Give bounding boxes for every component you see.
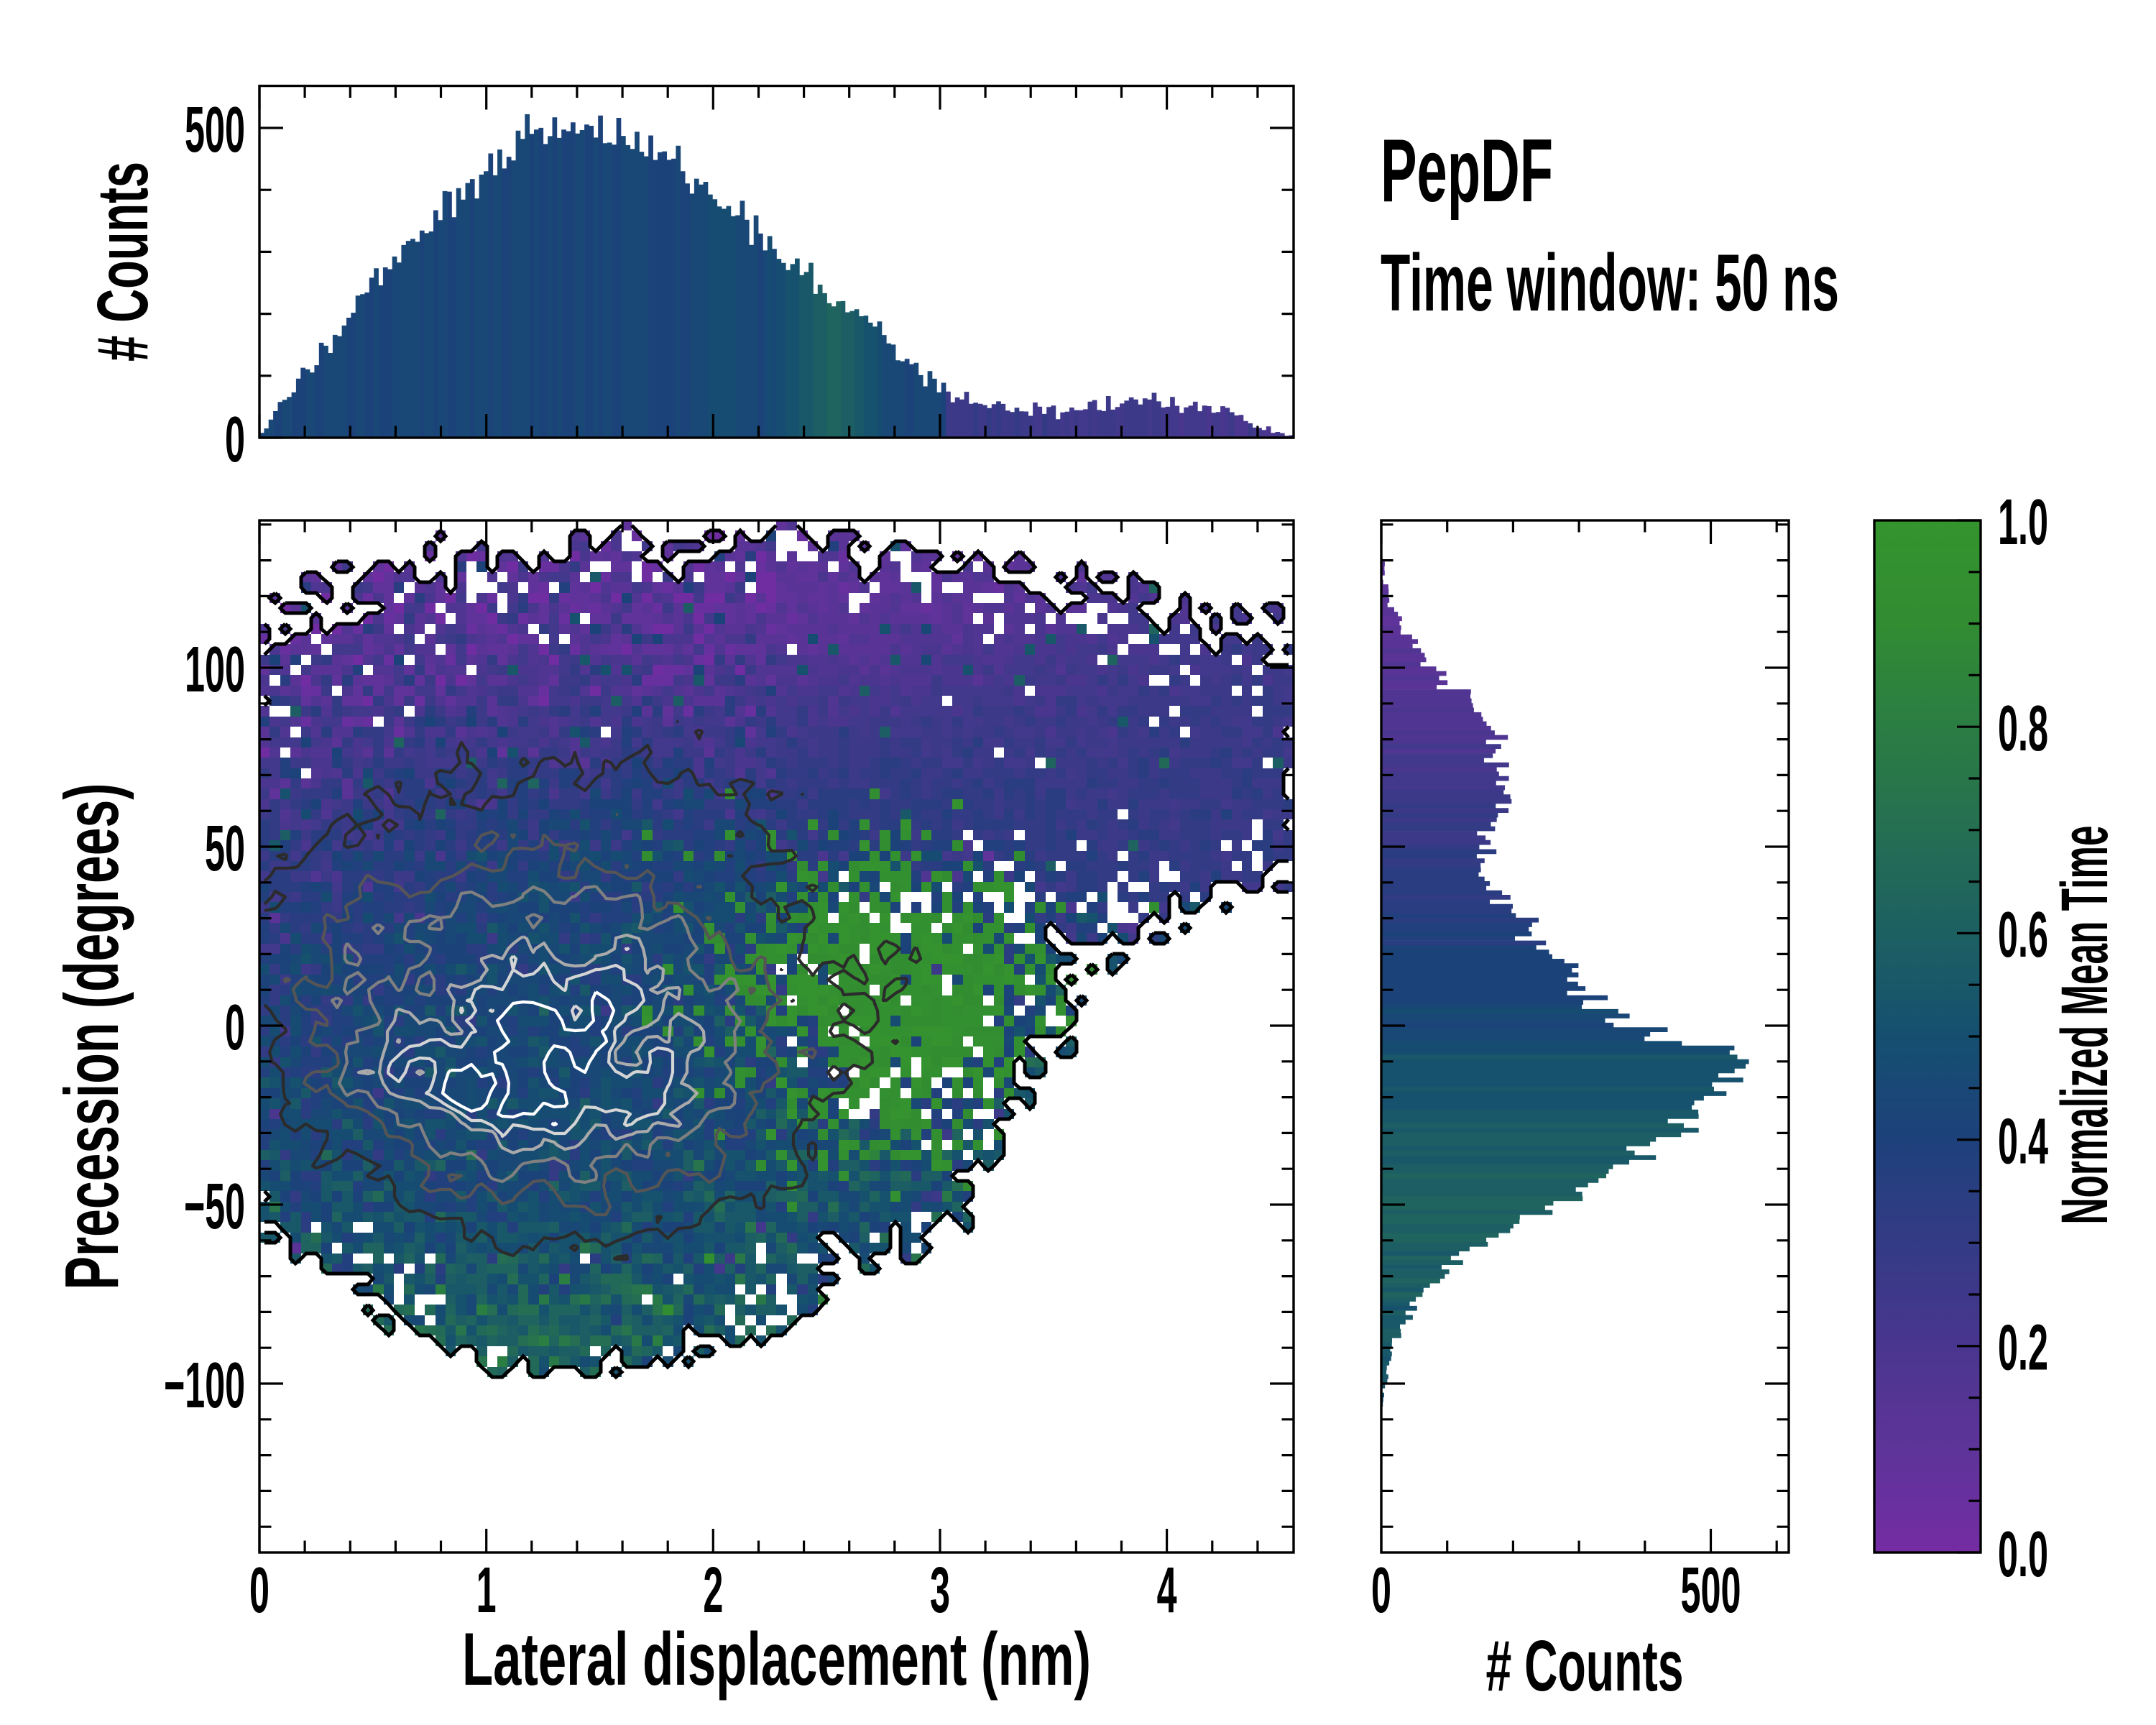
svg-text:0: 0 xyxy=(225,404,245,476)
svg-text:Time window: 50 ns: Time window: 50 ns xyxy=(1381,238,1839,328)
svg-text:50: 50 xyxy=(205,813,245,885)
svg-text:100: 100 xyxy=(185,634,245,706)
svg-text:0.6: 0.6 xyxy=(1998,899,2048,971)
svg-text:Lateral displacement (nm): Lateral displacement (nm) xyxy=(462,1618,1091,1701)
svg-text:# Counts: # Counts xyxy=(83,162,163,362)
svg-text:500: 500 xyxy=(185,94,245,166)
svg-text:0: 0 xyxy=(1371,1555,1391,1627)
svg-text:# Counts: # Counts xyxy=(1486,1626,1684,1706)
svg-text:4: 4 xyxy=(1157,1555,1177,1627)
svg-text:Normalized Mean Time: Normalized Mean Time xyxy=(2048,826,2122,1225)
svg-text:0.2: 0.2 xyxy=(1998,1312,2048,1384)
svg-text:PepDF: PepDF xyxy=(1381,121,1553,221)
svg-text:−50: −50 xyxy=(184,1171,245,1243)
svg-text:0.8: 0.8 xyxy=(1998,693,2048,765)
svg-text:500: 500 xyxy=(1681,1555,1741,1627)
svg-text:0.0: 0.0 xyxy=(1998,1519,2048,1591)
svg-text:1: 1 xyxy=(476,1555,497,1627)
svg-text:0: 0 xyxy=(249,1555,270,1627)
svg-text:1.0: 1.0 xyxy=(1998,487,2048,558)
svg-text:0.4: 0.4 xyxy=(1998,1105,2048,1177)
svg-text:3: 3 xyxy=(930,1555,950,1627)
svg-text:−100: −100 xyxy=(164,1350,245,1422)
svg-text:0: 0 xyxy=(225,992,245,1064)
svg-text:2: 2 xyxy=(703,1555,723,1627)
svg-text:Precession (degrees): Precession (degrees) xyxy=(50,783,134,1290)
